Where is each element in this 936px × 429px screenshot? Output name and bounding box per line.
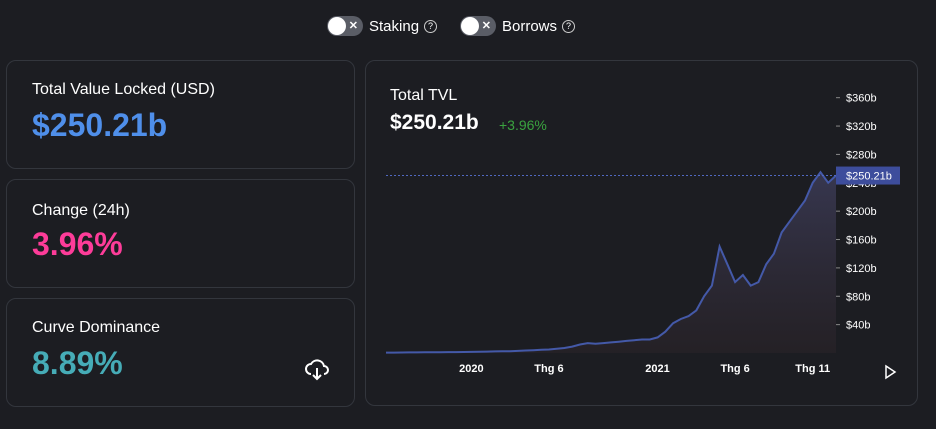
area-fill [386,172,836,353]
chart-headline: $250.21b [390,111,479,134]
stat-card: Change (24h) 3.96% [6,179,355,288]
x-tick-label: Thg 6 [720,363,749,375]
staking-toggle[interactable]: Staking? [327,16,438,36]
borrows-toggle[interactable]: Borrows? [460,16,576,36]
y-tick-label: $200b [846,206,877,218]
toggle-label: Staking [369,17,420,35]
chart-title: Total TVL [390,87,457,104]
switch[interactable] [460,16,496,36]
y-tick-label: $120b [846,263,877,275]
y-tick-label: $160b [846,235,877,247]
tvl-line [386,170,837,354]
y-tick-label: $360b [846,93,877,105]
y-tick-label: $40b [846,320,870,332]
stat-value: 3.96% [32,226,123,262]
x-tick-label: Thg 11 [795,363,830,375]
stat-card: Curve Dominance 8.89% [6,298,355,407]
y-tick-label: $280b [846,149,877,161]
current-label: $250.21b [846,171,892,183]
switch[interactable] [327,16,363,36]
stat-label: Total Value Locked (USD) [32,81,215,98]
x-tick-label: 2020 [459,363,483,375]
y-tick-label: $80b [846,291,870,303]
x-tick-label: 2021 [645,363,669,375]
chart-card [365,60,918,406]
y-tick-label: $320b [846,121,877,133]
play-icon[interactable] [885,364,897,380]
help-icon[interactable]: ? [562,19,576,33]
current-marker [836,166,900,185]
download-icon[interactable] [304,357,330,381]
chart-change: +3.96% [499,117,547,133]
stat-label: Change (24h) [32,202,130,219]
stat-value: 8.89% [32,345,123,381]
help-icon[interactable]: ? [424,19,438,33]
stat-card: Total Value Locked (USD) $250.21b [6,60,355,169]
stat-value: $250.21b [32,107,168,143]
x-tick-label: Thg 6 [534,363,563,375]
stat-label: Curve Dominance [32,319,161,336]
toggle-label: Borrows [502,17,558,35]
